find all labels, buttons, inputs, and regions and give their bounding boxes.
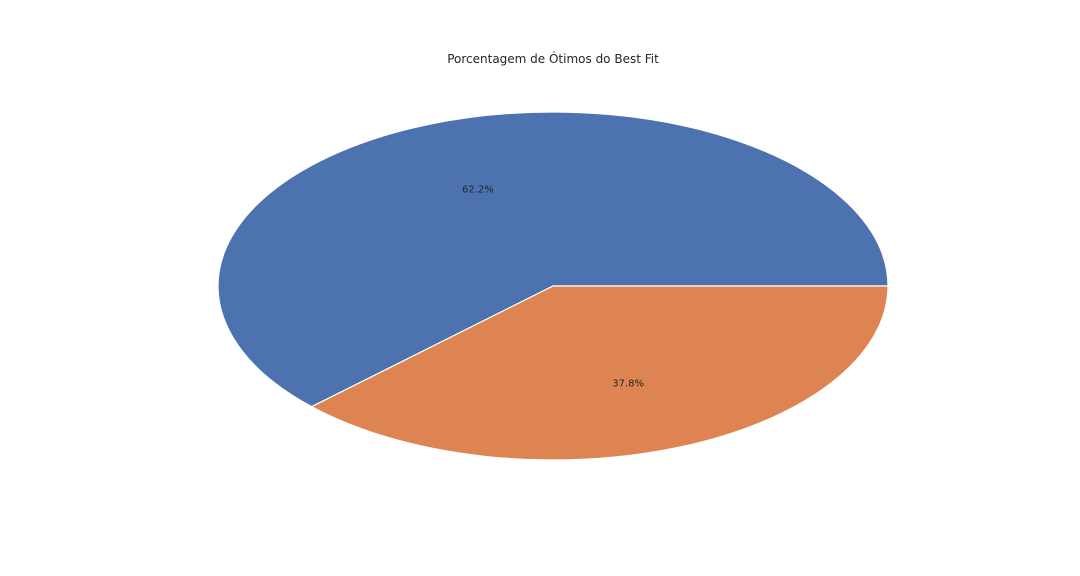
chart-title: Porcentagem de Ótimos do Best Fit bbox=[447, 51, 659, 66]
pie-slice-2 bbox=[310, 285, 889, 461]
pie-slice-1 bbox=[217, 111, 889, 408]
slices-layer bbox=[217, 111, 889, 461]
labels-layer: 62.2% 37.8% bbox=[462, 185, 644, 390]
slice-label-1: 62.2% bbox=[462, 185, 494, 196]
slice-label-2: 37.8% bbox=[612, 378, 644, 389]
